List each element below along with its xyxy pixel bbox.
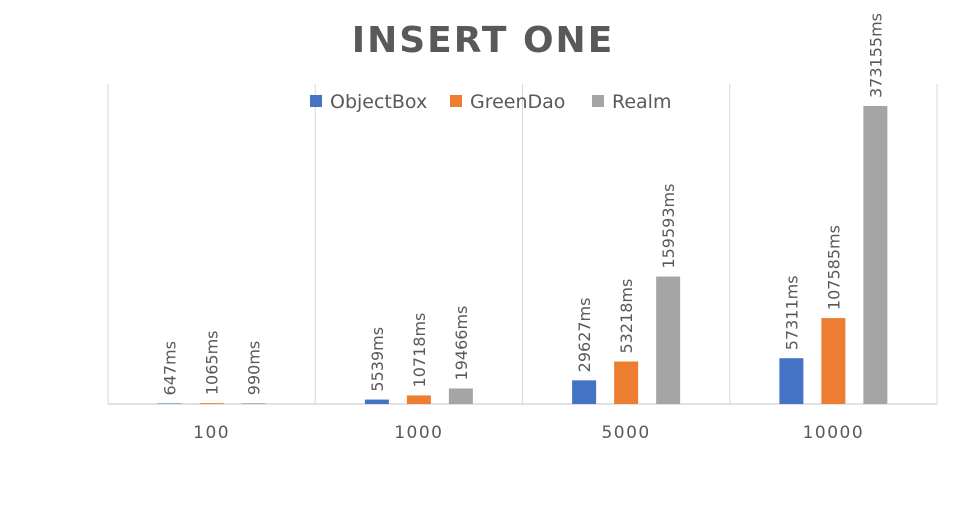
data-label: 10718ms <box>410 313 429 388</box>
bar-realm-10000 <box>863 106 888 404</box>
bar-greendao-100 <box>199 403 224 404</box>
data-label: 29627ms <box>575 298 594 373</box>
legend-label-realm: Realm <box>612 91 671 113</box>
bar-greendao-10000 <box>821 318 846 404</box>
legend-swatch-greendao <box>450 95 462 107</box>
data-label: 53218ms <box>617 279 636 354</box>
x-axis-ticks: 100 1000 5000 10000 <box>193 423 865 443</box>
bars <box>157 106 888 404</box>
data-label: 19466ms <box>452 306 471 381</box>
data-label: 159593ms <box>659 184 678 269</box>
data-label: 5539ms <box>368 327 387 392</box>
data-label: 373155ms <box>866 13 885 98</box>
x-tick-label: 100 <box>193 423 230 443</box>
data-label: 57311ms <box>782 275 801 350</box>
data-label: 647ms <box>161 341 180 395</box>
legend-swatch-objectbox <box>310 95 322 107</box>
gridlines <box>107 84 938 405</box>
x-tick-label: 1000 <box>394 423 443 443</box>
legend-swatch-realm <box>592 95 604 107</box>
legend-label-greendao: GreenDao <box>470 91 565 113</box>
data-label: 990ms <box>245 341 264 395</box>
bar-realm-5000 <box>656 276 681 404</box>
bar-objectbox-1000 <box>364 399 389 404</box>
x-tick-label: 10000 <box>803 423 865 443</box>
bar-objectbox-5000 <box>572 380 597 404</box>
legend-label-objectbox: ObjectBox <box>330 91 427 113</box>
chart-title: INSERT ONE <box>352 20 615 61</box>
bar-greendao-1000 <box>406 395 431 404</box>
bar-realm-1000 <box>448 388 473 404</box>
bar-greendao-5000 <box>614 361 639 404</box>
legend: ObjectBox GreenDao Realm <box>310 91 671 113</box>
bar-objectbox-100 <box>157 403 182 404</box>
x-tick-label: 5000 <box>601 423 650 443</box>
data-label: 1065ms <box>203 331 222 396</box>
bar-realm-100 <box>241 403 266 404</box>
data-label: 107585ms <box>824 225 843 310</box>
data-labels: 647ms 1065ms 990ms 5539ms 10718ms 19466ms 2962… <box>161 13 886 395</box>
bar-objectbox-10000 <box>779 358 804 404</box>
